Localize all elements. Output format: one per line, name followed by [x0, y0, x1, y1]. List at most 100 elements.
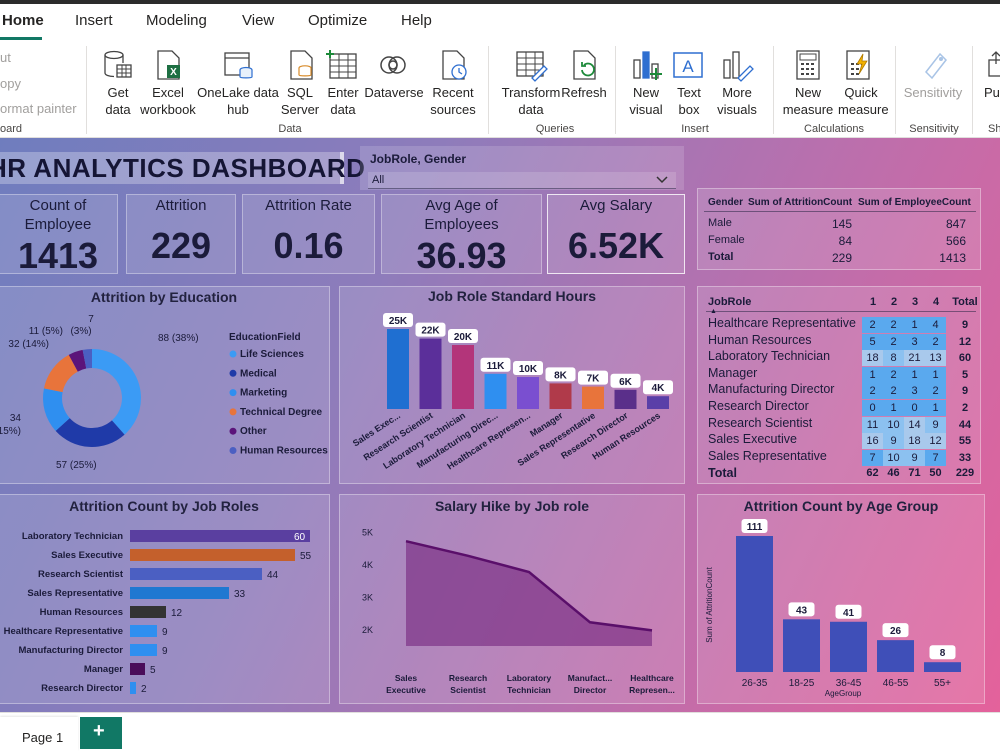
format-painter-button[interactable]: ormat painter [0, 101, 77, 116]
transform-data-button[interactable]: Transform data [501, 85, 561, 117]
new-visual-button[interactable]: New visual [629, 85, 663, 117]
category-label: Research Director [41, 683, 123, 694]
tab-help[interactable]: Help [401, 12, 432, 29]
ribbon-separator [773, 46, 774, 134]
visual-title: Attrition Count by Job Roles [69, 498, 259, 514]
tab-optimize[interactable]: Optimize [308, 12, 368, 29]
table-header-gender: Gender [708, 197, 744, 208]
publish-button[interactable]: Pu [984, 85, 1000, 100]
table-header-attrition: Sum of AttritionCount [748, 197, 853, 208]
refresh-button[interactable]: Refresh [561, 85, 607, 100]
onelake-data-hub-button[interactable]: OneLake data hub [197, 85, 279, 117]
matrix-cell: 18 [862, 350, 883, 367]
text-box-button[interactable]: Text box [677, 85, 701, 117]
matrix-row-label: Sales Executive [708, 432, 797, 447]
table-cell: 1413 [939, 251, 966, 265]
data-label-bg [415, 322, 446, 337]
ribbon-separator [972, 46, 973, 134]
enter-data-button[interactable]: Enter data [327, 85, 359, 117]
x-tick-label: Manufact... [568, 673, 612, 683]
dataverse-button[interactable]: Dataverse [364, 85, 424, 100]
bar [582, 386, 604, 409]
ribbon-separator [895, 46, 896, 134]
data-label-bg [643, 380, 673, 395]
slice-label: 57 (25%) [56, 460, 97, 471]
salary-hike-visual: Salary Hike by Job role 2K 3K 4K 5K Sales Exe… [339, 494, 685, 704]
bar [877, 640, 914, 672]
slice-label: 88 (38%) [158, 333, 199, 344]
bar [130, 530, 310, 542]
x-tick-label: Healthcare [630, 673, 674, 683]
slice-label: 34 [10, 413, 22, 424]
new-visual-icon [633, 51, 662, 80]
y-axis-label: Sum of AttritionCount [705, 566, 714, 642]
matrix-cell: 18 [904, 433, 925, 450]
matrix-total-cell: 62 [866, 467, 879, 480]
sql-server-button[interactable]: SQL Server [280, 85, 320, 117]
data-label: 111 [747, 522, 763, 533]
data-label: 41 [843, 608, 855, 619]
data-label-bg [578, 370, 608, 385]
x-tick-label: Research [449, 673, 487, 683]
data-label: 9 [162, 627, 168, 638]
cut-button[interactable]: ut [0, 50, 11, 65]
donut-chart: 88 (38%) 57 (25%) 34 (15%) 32 (14%) 11 (5%) 7(… [0, 314, 328, 471]
area-chart: 2K 3K 4K 5K Sales Executive Research Scientist L… [362, 527, 675, 695]
slice-label: 7 [88, 314, 94, 325]
category-label: Manager [84, 664, 123, 675]
y-tick-label: 3K [362, 592, 373, 602]
category-label: Healthcare Representative [4, 626, 123, 637]
legend-item: Human Resources [240, 446, 328, 457]
jobrole-gender-slicer[interactable]: JobRole, Gender All [360, 146, 684, 190]
y-tick-label: 4K [362, 560, 373, 570]
matrix-cell: 10 [883, 449, 904, 466]
dataverse-icon [380, 56, 406, 74]
sensitivity-button[interactable]: Sensitivity [903, 85, 963, 100]
excel-workbook-button[interactable]: Excel workbook [140, 85, 196, 117]
insert-group-label: Insert [681, 123, 709, 135]
visual-title: Job Role Standard Hours [427, 288, 597, 304]
legend-marker [229, 408, 237, 416]
data-label: 44 [267, 570, 279, 581]
page-tab[interactable]: Page 1 [0, 717, 78, 751]
matrix-cell: 1 [904, 317, 925, 333]
quick-measure-button[interactable]: Quick measure [838, 85, 889, 117]
kpi-card-attrition-rate: Attrition Rate 0.16 [242, 194, 375, 274]
column-chart: Sum of AttritionCount 111 26-35 43 18-25 41 36… [705, 519, 961, 698]
matrix-row-label: Human Resources [708, 332, 812, 347]
category-label: 46-55 [883, 678, 909, 689]
attrition-by-education-visual: Attrition by Education 88 (38%) 57 (25%) 3… [0, 286, 330, 484]
slice-label: 32 (14%) [8, 339, 49, 350]
bar [419, 338, 442, 409]
data-label: 6K [619, 377, 633, 388]
bar [130, 682, 136, 694]
bar [924, 662, 961, 672]
tab-view[interactable]: View [242, 12, 275, 29]
matrix-cell: 9 [904, 449, 925, 466]
matrix-cell: 1 [904, 366, 925, 383]
recent-sources-button[interactable]: Recent sources [430, 85, 476, 117]
new-measure-button[interactable]: New measure [782, 85, 834, 117]
data-label: 11K [487, 361, 506, 372]
matrix-cell: 2 [862, 317, 883, 333]
legend-item: Medical [240, 368, 277, 379]
data-label: 4K [652, 383, 666, 394]
more-visuals-icon [723, 51, 754, 82]
matrix-header: JobRole [708, 296, 752, 308]
add-page-button[interactable]: + [80, 717, 122, 749]
matrix-row-label: Research Scientist [708, 415, 813, 430]
bar [484, 373, 507, 409]
get-data-button[interactable]: Get data [105, 85, 131, 117]
tab-modeling[interactable]: Modeling [146, 12, 207, 29]
data-label: 7K [587, 374, 601, 385]
attrition-by-age-group-visual: Attrition Count by Age Group Sum of Attr… [697, 494, 985, 704]
slicer-dropdown[interactable]: All [368, 172, 676, 189]
tab-insert[interactable]: Insert [75, 12, 113, 29]
data-label: 8 [940, 648, 946, 659]
legend-item: Life Sciences [240, 349, 304, 360]
tab-home[interactable]: Home [2, 12, 44, 29]
more-visuals-button[interactable]: More visuals [717, 85, 757, 117]
slicer-label: JobRole, Gender [370, 152, 467, 166]
matrix-total-cell: 50 [929, 467, 942, 480]
copy-button[interactable]: opy [0, 76, 21, 91]
